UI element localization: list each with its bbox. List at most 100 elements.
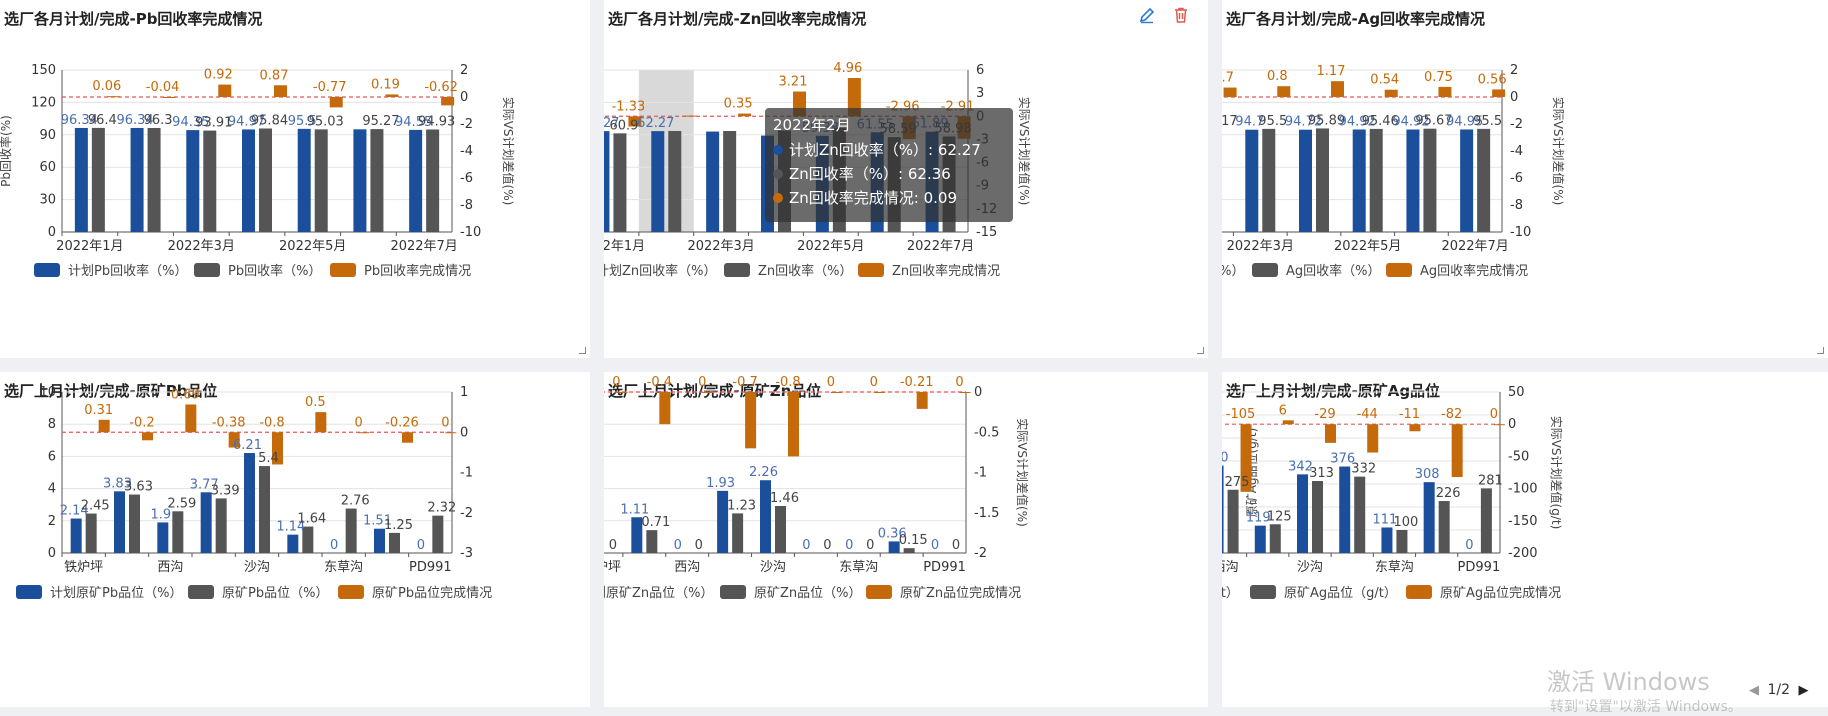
planned-value-label: 0: [845, 538, 853, 553]
y-right-tick-label: -2: [974, 546, 987, 561]
planned-value-label: 308: [1415, 467, 1440, 482]
diff-bar: [1451, 424, 1463, 478]
planned-value-label: 94.95: [1446, 114, 1483, 129]
tooltip-row: Zn回收率（%）: 62.36: [773, 163, 1005, 184]
diff-bar: [745, 392, 757, 449]
pencil-icon[interactable]: [1138, 6, 1156, 28]
diff-bar: [659, 392, 671, 425]
y-right-tick-label: -10: [460, 225, 481, 240]
x-tick-label: 2022年7月: [390, 239, 457, 254]
planned-bar: [74, 127, 88, 232]
planned-value-label: 62.27: [637, 116, 674, 131]
legend-swatch: [1250, 585, 1276, 599]
page-indicator: 1/2: [1767, 682, 1790, 698]
x-tick-label: 沙沟: [760, 560, 786, 575]
windows-watermark: 激活 Windows: [1547, 668, 1710, 696]
actual-value-label: 95.84: [251, 113, 288, 128]
legend-swatch: [858, 263, 884, 277]
legend-label: 原矿Pb品位（%）: [222, 586, 328, 601]
resize-handle[interactable]: [579, 347, 586, 354]
diff-bar: [162, 97, 176, 98]
diff-bar: [402, 432, 413, 443]
y-tick-label: 120: [31, 95, 56, 110]
y-right-tick-label: -10: [1510, 225, 1531, 240]
tooltip-dot: [773, 192, 783, 203]
trash-icon[interactable]: [1172, 6, 1190, 28]
legend-label: 原矿Pb品位完成情况: [372, 586, 492, 601]
y-right-tick-label: -8: [460, 198, 473, 213]
y-tick-label: 6: [48, 449, 56, 464]
planned-value-label: 0: [330, 538, 338, 553]
y-right-tick-label: -100: [1508, 482, 1538, 497]
planned-value-label: 1.9: [150, 507, 171, 522]
y-right-tick-label: -0.5: [974, 425, 999, 440]
planned-value-label: 111: [1373, 512, 1398, 527]
diff-value-label: -0.77: [313, 80, 347, 95]
actual-value-label: 60.9: [609, 118, 638, 133]
actual-value-label: 95.89: [1308, 113, 1345, 128]
diff-value-label: 0.75: [1424, 70, 1453, 85]
legend-label: 计划原矿Zn品位（%）: [604, 586, 714, 601]
actual-value-label: 95.67: [1415, 114, 1452, 129]
planned-value-label: 94.92: [1339, 114, 1376, 129]
y-right-axis-title: 实际VS计划差值(%): [1017, 97, 1032, 206]
legend-label: 计划原矿Ag品位（g/t）: [1222, 586, 1239, 601]
actual-bar: [1423, 128, 1437, 232]
next-page-button[interactable]: ▶: [1798, 683, 1809, 698]
legend-swatch: [1406, 585, 1432, 599]
diff-bar: [1282, 420, 1294, 425]
x-tick-label: 2022年7月: [907, 239, 974, 254]
diff-bar: [702, 392, 714, 393]
diff-bar: [358, 432, 370, 434]
y-right-tick-label: 2: [460, 63, 468, 78]
x-tick-label: 2022年5月: [797, 239, 864, 254]
diff-value-label: 0.19: [371, 77, 400, 92]
chart-tooltip: 2022年2月 计划Zn回收率（%）: 62.27 Zn回收率（%）: 62.3…: [765, 108, 1013, 222]
planned-value-label: 0: [931, 538, 939, 553]
resize-handle[interactable]: [1817, 347, 1824, 354]
diff-bar: [274, 85, 287, 97]
legend-swatch: [1252, 263, 1278, 277]
actual-bar: [370, 129, 384, 232]
actual-bar: [903, 548, 915, 553]
chart-title: 选厂各月计划/完成-Zn回收率完成情况: [608, 10, 867, 28]
y-right-tick-label: -6: [1510, 171, 1523, 186]
x-tick-label: 2022年1月: [56, 239, 123, 254]
actual-bar: [1269, 524, 1281, 553]
actual-value-label: 95.03: [307, 114, 344, 129]
planned-value-label: 2.26: [749, 465, 778, 480]
diff-value-label: -0.38: [212, 415, 246, 430]
y-tick-label: 8: [48, 417, 56, 432]
legend-label: Ag回收率（%）: [1286, 263, 1381, 279]
actual-bar: [85, 513, 97, 553]
actual-value-label: 2.32: [427, 501, 456, 516]
diff-value-label: 1.17: [1317, 64, 1346, 79]
diff-value-label: 0.56: [1478, 72, 1507, 87]
diff-bar: [315, 412, 327, 433]
y-right-tick-label: -2: [460, 117, 473, 132]
planned-bar: [1245, 129, 1259, 232]
diff-value-label: -0.2: [129, 415, 154, 430]
diff-bar: [1223, 87, 1237, 97]
planned-bar: [244, 453, 255, 553]
planned-value-label: 342: [1288, 459, 1313, 474]
legend-swatch: [194, 263, 220, 277]
planned-value-label: 94.35: [172, 115, 209, 130]
actual-value-label: 2.59: [167, 496, 196, 511]
prev-page-button[interactable]: ◀: [1749, 683, 1759, 698]
diff-value-label: -0.7: [732, 375, 757, 390]
actual-value-label: 3.39: [211, 483, 240, 498]
resize-handle[interactable]: [1197, 347, 1204, 354]
legend-label: 计划Pb回收率（%）: [68, 263, 187, 279]
diff-bar: [329, 97, 343, 108]
actual-value-label: 1.23: [727, 498, 756, 513]
planned-value-label: 96.34: [116, 113, 153, 128]
y-right-axis-title: 实际VS计划差值(%): [1551, 97, 1566, 206]
tooltip-dot: [773, 144, 783, 155]
planned-bar: [760, 480, 771, 553]
diff-value-label: 0.31: [84, 403, 113, 418]
diff-bar: [738, 113, 752, 117]
panel-zn-recovery: 选厂各月计划/完成-Zn回收率完成情况 020406080100-15-12-9…: [604, 0, 1208, 358]
actual-bar: [1369, 128, 1383, 232]
x-tick-label: PD991: [923, 560, 966, 575]
